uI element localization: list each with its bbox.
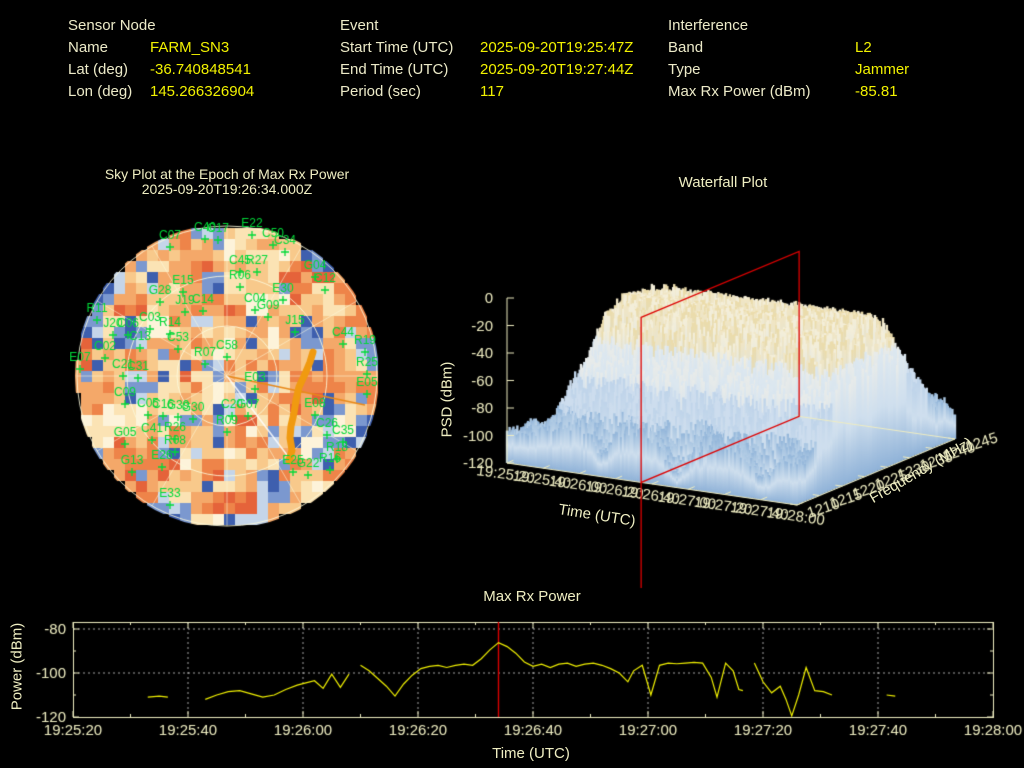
waterfall-y-axis-label: PSD (dBm) [438,361,456,438]
skyplot-title: Sky Plot at the Epoch of Max Rx Power [104,166,350,182]
sky-plot-canvas [70,217,390,537]
interference-title: Interference [668,17,749,34]
sensor-lon-label: Lon (deg) [68,83,133,100]
time-axis-label: Time (UTC) [492,745,570,762]
interference-maxpower-value: -85.81 [855,83,898,100]
event-start-value: 2025-09-20T19:25:47Z [480,39,634,56]
sensor-node-title: Sensor Node [68,17,156,34]
sensor-lat-label: Lat (deg) [68,61,129,78]
interference-type-label: Type [668,61,701,78]
power-axis-label: Power (dBm) [8,622,26,711]
interference-band-label: Band [668,39,704,56]
interference-type-value: Jammer [855,61,910,78]
event-title: Event [340,17,379,34]
waterfall-title: Waterfall Plot [678,174,768,191]
interference-band-value: L2 [855,39,872,56]
sensor-name-value: FARM_SN3 [150,39,230,56]
max-rx-power-canvas [0,585,1024,768]
waterfall-canvas [425,195,1000,595]
sensor-name-label: Name [68,39,109,56]
event-end-value: 2025-09-20T19:27:44Z [480,61,634,78]
sensor-lat-value: -36.740848541 [150,61,251,78]
event-end-label: End Time (UTC) [340,61,449,78]
event-period-value: 117 [480,83,504,100]
event-period-label: Period (sec) [340,83,421,100]
event-start-label: Start Time (UTC) [340,39,454,56]
skyplot-subtitle: 2025-09-20T19:26:34.000Z [141,181,313,197]
interference-maxpower-label: Max Rx Power (dBm) [668,83,811,100]
sensor-lon-value: 145.266326904 [150,83,255,100]
